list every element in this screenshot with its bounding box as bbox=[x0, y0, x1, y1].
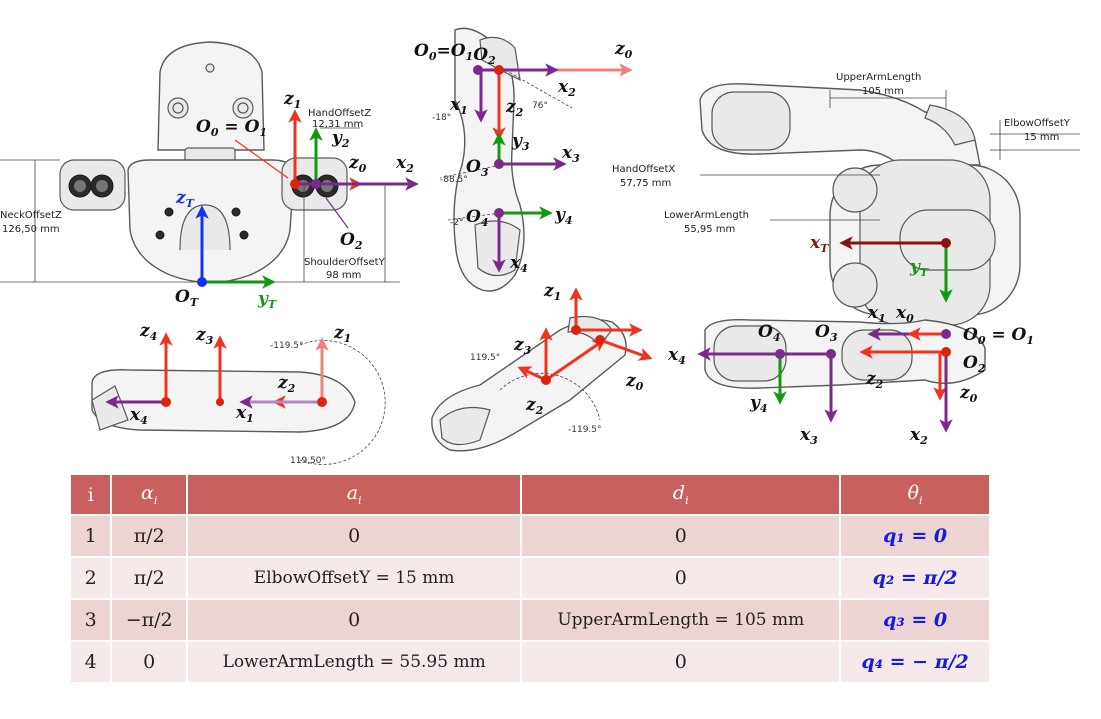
svg-text:xT: xT bbox=[809, 233, 829, 255]
left-hand bbox=[59, 159, 126, 211]
header-i: i bbox=[71, 475, 113, 515]
dim-hand-offset-x-value: 57,75 mm bbox=[620, 178, 671, 189]
cell-theta: q₂ = π/2 bbox=[840, 556, 991, 599]
svg-text:O3: O3 bbox=[466, 157, 489, 179]
svg-text:yT: yT bbox=[257, 289, 277, 311]
angle-m2: -2° bbox=[450, 218, 463, 228]
svg-text:y4: y4 bbox=[554, 205, 573, 227]
cell-a: 0 bbox=[186, 514, 523, 557]
cell-d: 0 bbox=[521, 640, 842, 682]
dim-lower-arm-label: LowerArmLength bbox=[664, 210, 749, 221]
cell-i: 4 bbox=[71, 640, 113, 682]
cell-theta: q₃ = 0 bbox=[840, 598, 991, 641]
table-row: 4 0 LowerArmLength = 55.95 mm 0 q₄ = − π… bbox=[71, 640, 991, 682]
svg-text:z3: z3 bbox=[195, 325, 214, 347]
dh-parameter-table: i αi ai di θi 1 π/2 0 0 q₁ = 0 2 π/2 Elb… bbox=[71, 475, 991, 682]
svg-text:x3: x3 bbox=[561, 143, 580, 165]
origin-ot: OT bbox=[175, 287, 199, 309]
svg-text:z0: z0 bbox=[959, 383, 978, 405]
head-outline bbox=[157, 41, 265, 151]
svg-text:z0: z0 bbox=[625, 371, 644, 393]
cell-a: ElbowOffsetY = 15 mm bbox=[186, 556, 523, 599]
svg-text:z0: z0 bbox=[614, 39, 633, 61]
svg-text:z2: z2 bbox=[505, 97, 524, 119]
cell-i: 3 bbox=[71, 598, 113, 641]
cell-d: UpperArmLength = 105 mm bbox=[521, 598, 842, 641]
side-view: 76° -18° -88.5° -2° O0=O1O2 z0 x2 x1 z2 … bbox=[414, 27, 633, 292]
cell-theta: q₁ = 0 bbox=[840, 514, 991, 557]
cell-a: 0 bbox=[186, 598, 523, 641]
cell-alpha: π/2 bbox=[111, 514, 188, 557]
svg-text:x4: x4 bbox=[667, 345, 686, 367]
axis-z0-bm bbox=[599, 338, 653, 361]
angle-119-left: 119,50° bbox=[290, 456, 326, 466]
cell-alpha: π/2 bbox=[111, 556, 188, 599]
svg-text:x4: x4 bbox=[509, 253, 528, 275]
table-row: 2 π/2 ElbowOffsetY = 15 mm 0 q₂ = π/2 bbox=[71, 556, 991, 599]
dim-upper-arm-value: 105 mm bbox=[862, 86, 904, 97]
header-alpha: αi bbox=[111, 475, 188, 515]
dim-neck-offset-z-value: 126,50 mm bbox=[2, 224, 60, 235]
svg-text:z4: z4 bbox=[139, 321, 157, 343]
dim-hand-offset-z-value: 12,31 mm bbox=[312, 119, 363, 130]
svg-text:z1: z1 bbox=[543, 281, 561, 303]
angle-m18: -18° bbox=[432, 113, 451, 123]
svg-text:x3: x3 bbox=[799, 425, 818, 447]
angle-119-mid: 119.5° bbox=[470, 353, 500, 363]
svg-text:y3: y3 bbox=[511, 131, 530, 153]
angle-m119-left: -119.5° bbox=[270, 341, 304, 351]
cell-alpha: −π/2 bbox=[111, 598, 188, 641]
kinematics-diagram: NeckOffsetZ 126,50 mm ShoulderOffsetY 98… bbox=[0, 27, 1080, 466]
cell-theta: q₄ = − π/2 bbox=[840, 640, 991, 682]
header-d: di bbox=[521, 475, 842, 515]
cell-d: 0 bbox=[521, 556, 842, 599]
cell-alpha: 0 bbox=[111, 640, 188, 682]
svg-text:z1: z1 bbox=[333, 323, 351, 345]
header-theta: θi bbox=[840, 475, 991, 515]
dim-upper-arm-label: UpperArmLength bbox=[836, 72, 921, 83]
dh-table-header-row: i αi ai di θi bbox=[71, 475, 991, 515]
dim-elbow-offset-y-label: ElbowOffsetY bbox=[1004, 118, 1071, 129]
svg-text:O0 = O1: O0 = O1 bbox=[963, 325, 1034, 347]
svg-text:z0: z0 bbox=[348, 153, 367, 175]
svg-text:z1: z1 bbox=[283, 89, 301, 111]
dim-hand-offset-z-label: HandOffsetZ bbox=[308, 108, 371, 119]
svg-text:y2: y2 bbox=[331, 128, 350, 150]
cell-i: 1 bbox=[71, 514, 113, 557]
svg-text:x2: x2 bbox=[909, 425, 928, 447]
dim-lower-arm-value: 55,95 mm bbox=[684, 224, 735, 235]
header-a: ai bbox=[186, 475, 523, 515]
svg-text:O4: O4 bbox=[466, 207, 488, 229]
axis-bm-diag bbox=[545, 338, 607, 382]
table-row: 1 π/2 0 0 q₁ = 0 bbox=[71, 514, 991, 557]
bottom-left-view: -119.5° 119,50° z4 z3 z1 z2 x1 x4 bbox=[91, 321, 386, 466]
origin-o0-o1-front: O0 = O1 bbox=[196, 117, 267, 139]
svg-text:x2: x2 bbox=[395, 153, 414, 175]
dim-shoulder-offset-y-value: 98 mm bbox=[326, 270, 361, 281]
angle-m88: -88.5° bbox=[440, 175, 468, 185]
cell-a: LowerArmLength = 55.95 mm bbox=[186, 640, 523, 682]
svg-text:x2: x2 bbox=[557, 77, 576, 99]
front-view: NeckOffsetZ 126,50 mm ShoulderOffsetY 98… bbox=[0, 41, 419, 311]
top-view: UpperArmLength 105 mm ElbowOffsetY 15 mm… bbox=[612, 72, 1080, 447]
cell-i: 2 bbox=[71, 556, 113, 599]
svg-text:y4: y4 bbox=[749, 393, 768, 415]
angle-76: 76° bbox=[532, 101, 548, 111]
dim-neck-offset-z-label: NeckOffsetZ bbox=[0, 210, 62, 221]
svg-text:z3: z3 bbox=[513, 335, 532, 357]
bottom-middle-view: 119.5° -119.5° z1 z3 z2 z0 bbox=[431, 281, 653, 452]
table-row: 3 −π/2 0 UpperArmLength = 105 mm q₃ = 0 bbox=[71, 598, 991, 641]
origin-o0-o1-o2-side: O0=O1O2 bbox=[414, 41, 496, 67]
origin-o2-front: O2 bbox=[340, 230, 363, 252]
angle-m119-mid: -119.5° bbox=[568, 425, 602, 435]
cell-d: 0 bbox=[521, 514, 842, 557]
dim-shoulder-offset-y-label: ShoulderOffsetY bbox=[304, 257, 386, 268]
dim-hand-offset-x-label: HandOffsetX bbox=[612, 164, 675, 175]
dim-elbow-offset-y-value: 15 mm bbox=[1024, 132, 1059, 143]
